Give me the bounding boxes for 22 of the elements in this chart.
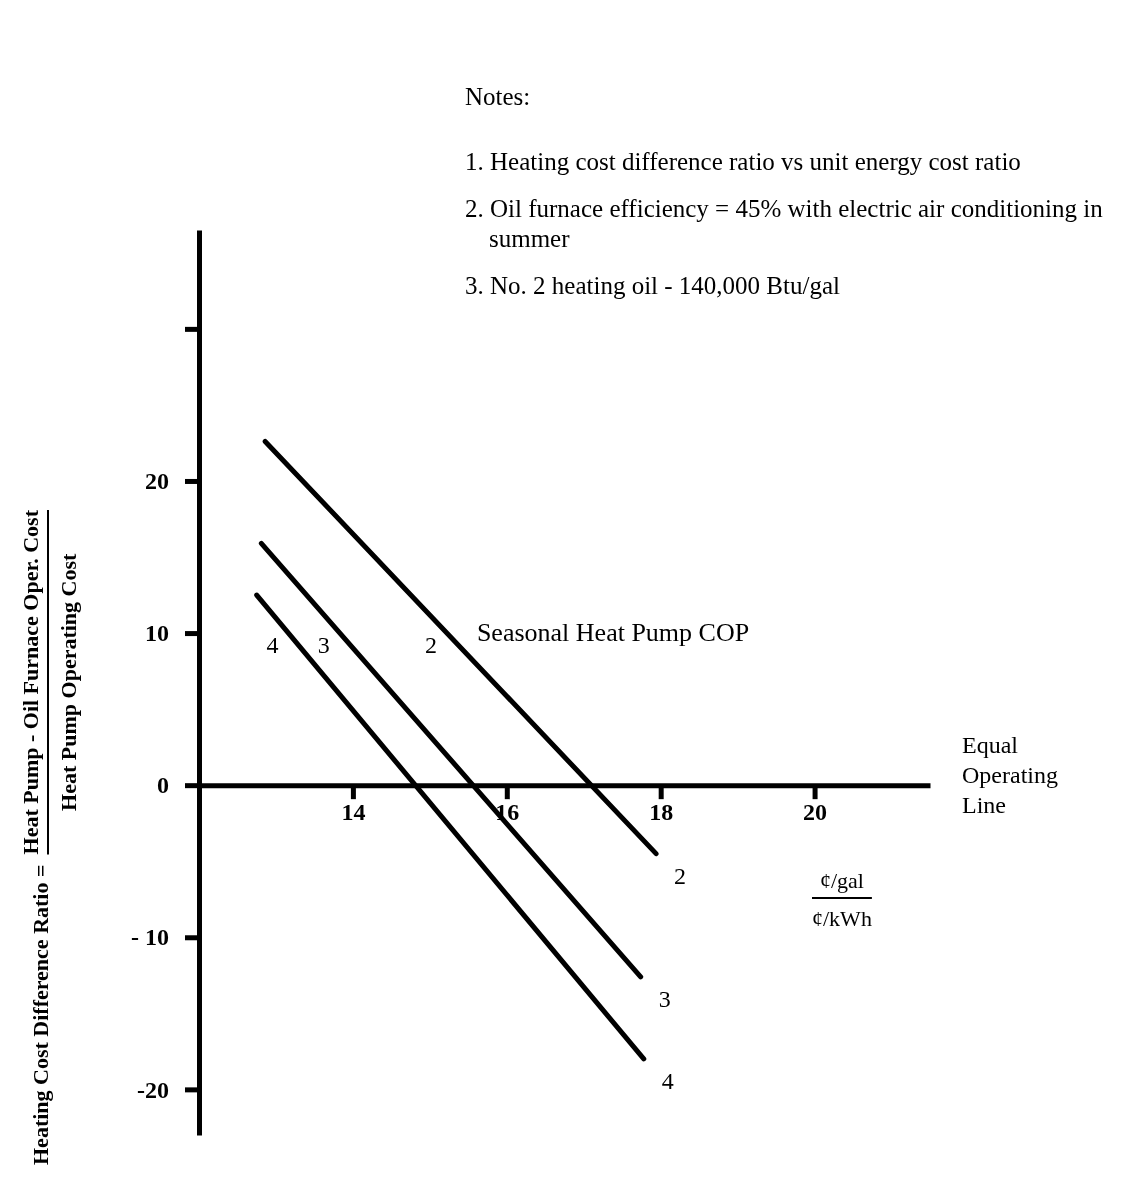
series-label: 2 — [424, 632, 437, 659]
series-label: 4 — [266, 632, 279, 659]
y-tick-label: 10 — [145, 620, 169, 647]
x-tick-label: 14 — [341, 799, 366, 826]
text: 3 — [658, 985, 671, 1012]
legend-title: Seasonal Heat Pump COP — [476, 618, 750, 648]
series-label: 3 — [317, 632, 330, 659]
text: 2 — [674, 862, 687, 889]
x-tick-label: 20 — [803, 799, 828, 826]
x-tick-label: 18 — [649, 799, 674, 826]
annotation: 3. No. 2 heating oil - 140,000 Btu/gal — [465, 272, 841, 299]
text: Equal Operating Line — [962, 732, 1058, 819]
text: 1. Heating cost difference ratio vs unit energy cost ratio — [465, 148, 1021, 175]
y-axis-title: Heating Cost Difference Ratio = Heat Pump - Oil Furnace Oper. Cost Heat Pump Operating Cost — [18, 509, 81, 1165]
x-axis-title: ¢/gal ¢/kWh — [812, 868, 872, 931]
annotation: 2. Oil furnace efficiency = 45% with electric air conditioning in summer — [465, 195, 1104, 252]
text: 4 — [661, 1067, 674, 1094]
y-tick-label: 0 — [157, 772, 169, 799]
y-tick-label: -20 — [137, 1076, 169, 1103]
text: Notes: — [465, 83, 531, 110]
y-tick-label: 20 — [145, 468, 169, 495]
y-tick-label: - 10 — [131, 924, 169, 951]
